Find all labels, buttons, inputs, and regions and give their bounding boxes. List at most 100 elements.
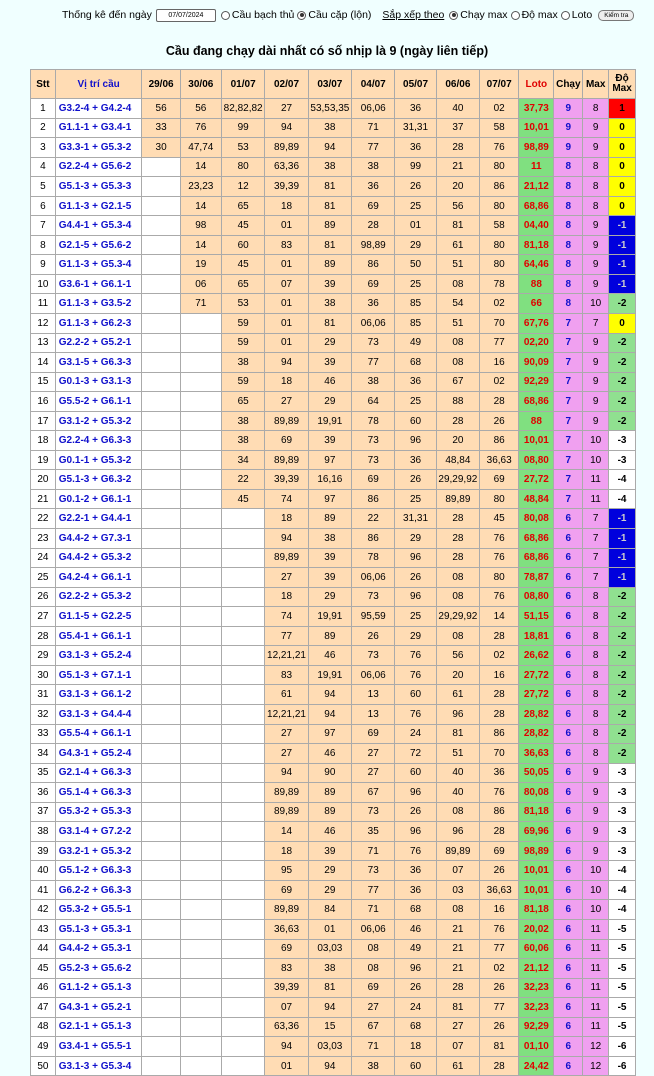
bridge-position-link[interactable]: G5.3-2 + G5.3-3	[54, 801, 143, 823]
loto-cell: 10,01	[518, 117, 555, 139]
day-value-cell: 27	[351, 997, 396, 1018]
loto-cell: 48,84	[518, 488, 555, 510]
bridge-position-link[interactable]: G3.1-3 + G4.4-4	[54, 703, 143, 725]
bridge-position-link[interactable]: G3.1-4 + G7.2-2	[54, 821, 143, 842]
date-input[interactable]: 07/07/2024	[155, 8, 216, 22]
bridge-position-link[interactable]: G4.3-1 + G5.2-1	[54, 997, 143, 1018]
bridge-position-link[interactable]: G4.4-2 + G7.3-1	[54, 528, 143, 549]
day-value-cell	[179, 664, 222, 686]
day-value-cell: 38	[351, 371, 396, 393]
bridge-position-link[interactable]: G4.4-1 + G5.3-4	[54, 215, 143, 236]
day-value-cell	[141, 664, 181, 686]
bridge-position-link[interactable]: G4.4-2 + G5.3-1	[54, 938, 143, 960]
degree-max-cell: 1	[608, 98, 636, 119]
row-number: 11	[30, 293, 56, 315]
radio-icon[interactable]	[560, 10, 570, 20]
loto-cell: 64,46	[518, 254, 555, 275]
bridge-position-link[interactable]: G1.1-3 + G2.1-5	[54, 195, 143, 217]
bridge-position-link[interactable]: G3.1-3 + G6.1-2	[54, 684, 143, 705]
header-day-2: 30/06	[179, 69, 222, 99]
bridge-position-link[interactable]: G5.4-1 + G6.1-1	[54, 625, 143, 647]
run-cell: 8	[553, 234, 584, 256]
bridge-position-link[interactable]: G5.1-3 + G7.1-1	[54, 664, 143, 686]
bridge-position-link[interactable]: G5.2-3 + G5.6-2	[54, 958, 143, 979]
sort-option-run-max[interactable]: Chạy max	[449, 9, 508, 21]
day-value-cell: 69	[264, 938, 309, 960]
loto-cell: 36,63	[518, 743, 555, 764]
bridge-position-link[interactable]: G0.1-2 + G6.1-1	[54, 488, 143, 510]
bridge-position-link[interactable]: G3.4-1 + G5.5-1	[54, 1036, 143, 1057]
day-value-cell: 16	[479, 899, 520, 920]
day-value-cell: 76	[394, 645, 437, 666]
day-value-cell: 01	[264, 1055, 309, 1076]
bridge-position-link[interactable]: G3.2-1 + G5.3-2	[54, 840, 143, 862]
max-cell: 8	[582, 98, 610, 119]
bridge-position-link[interactable]: G2.2-4 + G6.3-3	[54, 430, 143, 451]
bridge-position-link[interactable]: G5.5-2 + G6.1-1	[54, 391, 143, 412]
day-value-cell: 48,84	[435, 449, 481, 471]
sort-option-degree-max[interactable]: Độ max	[510, 9, 558, 21]
bridge-position-link[interactable]: G1.1-5 + G2.2-5	[54, 606, 143, 627]
sort-option-loto[interactable]: Loto	[560, 9, 592, 21]
bridge-position-link[interactable]: G2.2-1 + G4.4-1	[54, 508, 143, 530]
bridge-position-link[interactable]: G2.2-4 + G5.6-2	[54, 156, 143, 178]
bridge-position-link[interactable]: G1.1-2 + G5.1-3	[54, 977, 143, 999]
bridge-position-link[interactable]: G3.6-1 + G6.1-1	[54, 273, 143, 295]
bridge-position-link[interactable]: G5.1-2 + G6.3-3	[54, 860, 143, 881]
max-cell: 9	[582, 352, 610, 373]
bridge-position-link[interactable]: G5.1-3 + G6.3-2	[54, 469, 143, 490]
bridge-position-link[interactable]: G1.1-3 + G6.2-3	[54, 313, 143, 334]
check-button[interactable]: Kiểm tra	[598, 9, 635, 21]
loto-cell: 92,29	[518, 1016, 555, 1038]
day-value-cell: 84	[307, 899, 353, 920]
degree-max-cell: 0	[608, 176, 636, 197]
bridge-position-link[interactable]: G2.1-5 + G5.6-2	[54, 234, 143, 256]
bridge-position-link[interactable]: G2.2-2 + G5.3-2	[54, 586, 143, 608]
bridge-position-link[interactable]: G3.1-3 + G5.2-4	[54, 645, 143, 666]
radio-icon[interactable]	[510, 10, 520, 20]
day-value-cell	[179, 997, 222, 1018]
bridge-position-link[interactable]: G0.1-3 + G3.1-3	[54, 371, 143, 393]
bridge-position-link[interactable]: G3.1-5 + G6.3-3	[54, 352, 143, 373]
bridge-position-link[interactable]: G0.1-1 + G5.3-2	[54, 449, 143, 471]
day-value-cell: 59	[220, 332, 266, 354]
radio-icon[interactable]	[220, 10, 230, 20]
day-value-cell	[220, 801, 266, 823]
radio-icon[interactable]	[297, 10, 307, 20]
bridge-position-link[interactable]: G5.1-3 + G5.3-1	[54, 918, 143, 940]
mode-option-pair[interactable]: Cầu cặp (lộn)	[297, 9, 371, 21]
radio-icon[interactable]	[449, 10, 459, 20]
bridge-position-link[interactable]: G3.3-1 + G5.3-2	[54, 137, 143, 158]
max-cell: 7	[582, 567, 610, 588]
bridge-position-link[interactable]: G4.2-4 + G6.1-1	[54, 567, 143, 588]
bridge-position-link[interactable]: G1.1-1 + G3.4-1	[54, 117, 143, 139]
bridge-position-link[interactable]: G4.4-2 + G5.3-2	[54, 547, 143, 569]
bridge-position-link[interactable]: G1.1-3 + G3.5-2	[54, 293, 143, 315]
row-number: 4	[30, 156, 56, 178]
table-row: 23 G4.4-2 + G7.3-1 94 38 86 29 28 76 68,86 6 7 -1	[30, 528, 636, 549]
day-value-cell: 51	[435, 743, 481, 764]
bridge-position-link[interactable]: G5.5-4 + G6.1-1	[54, 723, 143, 745]
bridge-position-link[interactable]: G2.1-4 + G6.3-3	[54, 762, 143, 784]
bridge-position-link[interactable]: G4.3-1 + G5.2-4	[54, 743, 143, 764]
results-table: Stt Vị trí cầu 29/06 30/06 01/07 02/07 03/07 04…	[30, 69, 636, 1076]
bridge-position-link[interactable]: G6.2-2 + G6.3-3	[54, 879, 143, 901]
bridge-position-link[interactable]: G5.1-4 + G6.3-3	[54, 782, 143, 803]
bridge-position-link[interactable]: G3.1-2 + G5.3-2	[54, 410, 143, 432]
bridge-position-link[interactable]: G2.2-2 + G5.2-1	[54, 332, 143, 354]
day-value-cell: 96	[394, 821, 437, 842]
bridge-position-link[interactable]: G5.1-3 + G5.3-3	[54, 176, 143, 197]
bridge-position-link[interactable]: G5.3-2 + G5.5-1	[54, 899, 143, 920]
mode-option-single[interactable]: Cầu bạch thủ	[220, 9, 294, 21]
bridge-position-link[interactable]: G2.1-1 + G5.1-3	[54, 1016, 143, 1038]
bridge-position-link[interactable]: G1.1-3 + G5.3-4	[54, 254, 143, 275]
day-value-cell: 08	[435, 352, 481, 373]
bridge-position-link[interactable]: G3.2-4 + G4.2-4	[54, 98, 143, 119]
day-value-cell: 02	[479, 371, 520, 393]
day-value-cell: 69	[351, 723, 396, 745]
loto-cell: 27,72	[518, 684, 555, 705]
bridge-position-link[interactable]: G3.1-3 + G5.3-4	[54, 1055, 143, 1076]
day-value-cell: 18	[264, 195, 309, 217]
day-value-cell: 18	[264, 586, 309, 608]
day-value-cell	[220, 547, 266, 569]
